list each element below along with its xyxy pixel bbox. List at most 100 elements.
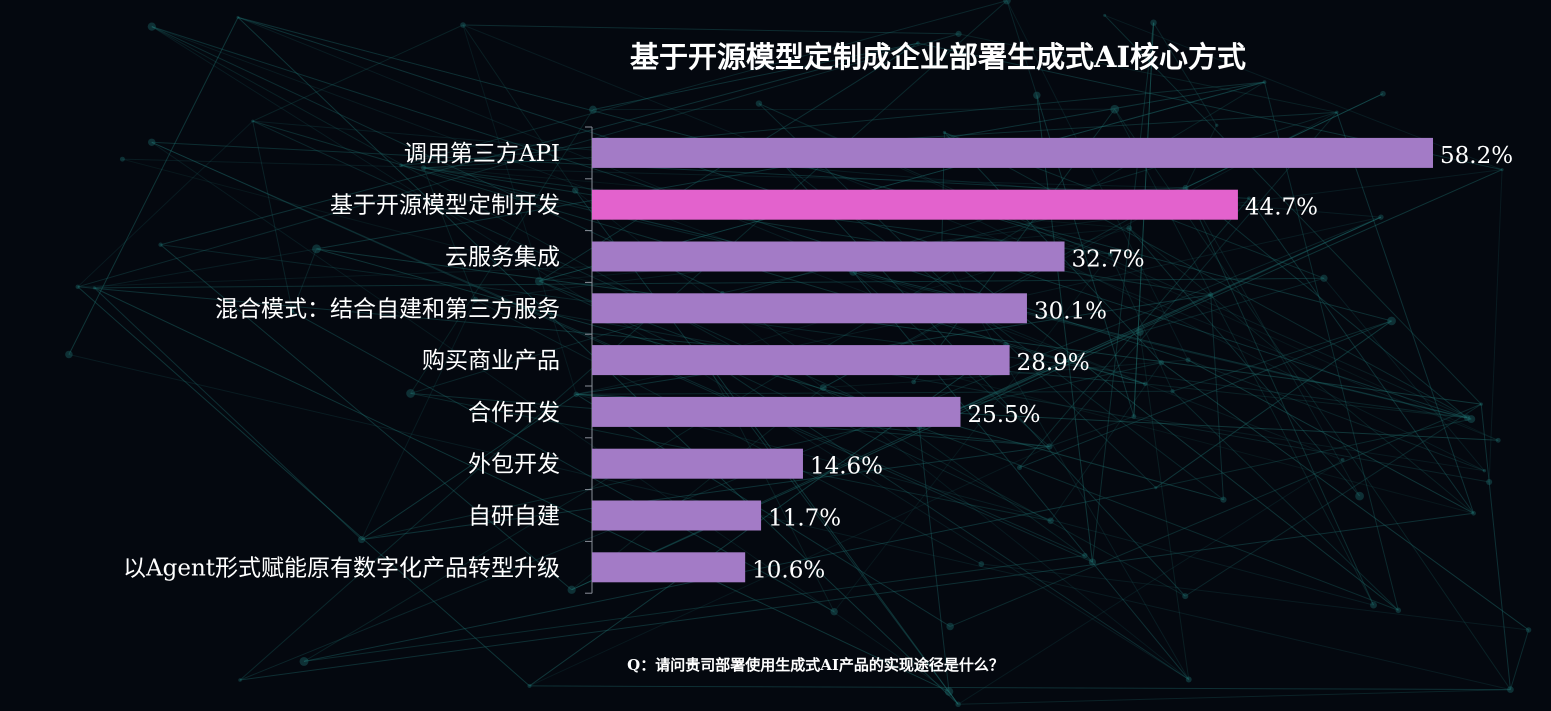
network-node	[534, 276, 544, 286]
network-line	[944, 132, 1472, 420]
network-line	[1184, 403, 1482, 597]
network-node	[1320, 274, 1328, 282]
bar	[592, 189, 1238, 220]
network-node	[1185, 357, 1191, 363]
network-line	[1109, 253, 1173, 392]
network-node	[1335, 110, 1339, 115]
network-line	[1185, 187, 1374, 606]
network-line	[1006, 0, 1189, 361]
network-node	[1395, 607, 1402, 614]
network-node	[147, 22, 156, 31]
network-node	[755, 100, 763, 107]
network-line	[576, 294, 1211, 395]
network-line	[1185, 187, 1361, 497]
network-line	[1005, 344, 1146, 385]
category-label: 以Agent形式赋能原有数字化产品转型升级	[123, 555, 560, 581]
network-line	[68, 353, 1511, 691]
network-line	[958, 33, 1337, 113]
network-line	[1480, 404, 1511, 690]
network-node	[238, 678, 242, 682]
network-line	[237, 16, 1392, 322]
value-label: 28.9%	[1017, 350, 1090, 376]
network-node	[978, 561, 985, 567]
network-line	[151, 141, 1249, 199]
network-node	[1525, 627, 1532, 633]
network-node	[911, 379, 917, 385]
network-line	[1133, 415, 1485, 472]
network-line	[1161, 362, 1529, 631]
network-node	[1182, 184, 1189, 191]
network-line	[291, 248, 317, 312]
network-line	[239, 0, 1008, 681]
network-node	[460, 22, 466, 28]
network-line	[239, 216, 1382, 681]
network-node	[1479, 402, 1483, 406]
network-line	[1139, 277, 1325, 333]
network-line	[1139, 331, 1190, 680]
network-node	[1126, 225, 1133, 232]
network-line	[1185, 187, 1468, 419]
network-node	[1495, 437, 1501, 443]
network-node	[312, 244, 322, 254]
network-node	[1378, 214, 1384, 220]
network-line	[122, 158, 1186, 189]
network-node	[1262, 80, 1267, 84]
network-node	[1135, 328, 1144, 336]
network-line	[94, 287, 362, 540]
network-line	[833, 253, 1111, 613]
network-node	[1046, 443, 1053, 450]
category-label: 调用第三方API	[404, 141, 560, 167]
network-line	[958, 689, 1511, 705]
category-label: 合作开发	[468, 400, 560, 426]
value-label: 10.6%	[752, 557, 825, 583]
network-line	[539, 280, 1399, 611]
network-line	[575, 393, 951, 627]
network-line	[1187, 359, 1485, 472]
network-line	[1019, 320, 1392, 468]
network-line	[918, 216, 1382, 428]
network-line	[1488, 169, 1503, 483]
network-node	[1471, 510, 1476, 516]
network-line	[1036, 95, 1093, 563]
network-node	[1150, 19, 1157, 26]
network-line	[949, 403, 1482, 627]
network-line	[1264, 81, 1399, 611]
category-label: 混合模式：结合自建和第三方服务	[215, 296, 560, 322]
value-label: 58.2%	[1440, 143, 1513, 169]
network-node	[1082, 552, 1088, 559]
network-node	[158, 242, 163, 247]
network-node	[1215, 123, 1219, 127]
network-line	[94, 248, 317, 289]
network-node	[955, 701, 961, 708]
network-line	[462, 24, 576, 191]
network-line	[918, 426, 950, 692]
bar	[592, 448, 803, 479]
network-line	[77, 286, 530, 687]
network-node	[472, 296, 479, 303]
network-node	[1142, 381, 1148, 387]
network-line	[1153, 22, 1218, 126]
network-line	[981, 563, 1529, 631]
network-line	[462, 24, 1499, 441]
network-line	[401, 81, 1265, 166]
value-label: 32.7%	[1072, 247, 1145, 273]
network-node	[1463, 414, 1471, 421]
network-node	[119, 156, 125, 162]
network-node	[1208, 292, 1214, 298]
network-line	[151, 141, 950, 693]
network-line	[160, 42, 919, 246]
network-line	[1019, 198, 1250, 468]
network-line	[941, 252, 1190, 680]
bar	[592, 345, 1010, 376]
category-label: 外包开发	[468, 452, 560, 478]
network-line	[1091, 22, 1155, 563]
network-line	[68, 17, 239, 355]
category-label: 购买商业产品	[422, 348, 560, 374]
network-line	[1006, 0, 1038, 96]
network-node	[1370, 601, 1377, 609]
network-line	[400, 164, 1472, 420]
network-node	[527, 683, 532, 688]
network-node	[1500, 168, 1504, 172]
network-line	[913, 359, 1189, 383]
network-node	[251, 119, 255, 123]
